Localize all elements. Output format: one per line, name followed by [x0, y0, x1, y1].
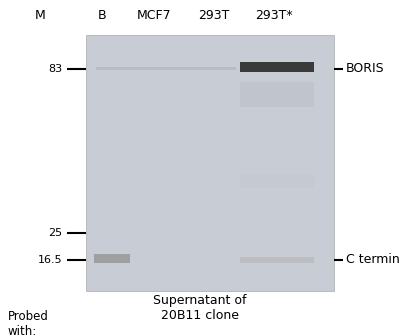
Text: C terminal: C terminal: [346, 253, 400, 266]
Bar: [240, 174, 314, 188]
Bar: [240, 257, 314, 263]
Text: BORIS: BORIS: [346, 62, 385, 75]
Text: 293T: 293T: [198, 9, 230, 22]
Bar: [94, 254, 130, 263]
Text: MCF7: MCF7: [137, 9, 171, 22]
Bar: [240, 82, 314, 107]
Text: 293T*: 293T*: [255, 9, 293, 22]
Text: 16.5: 16.5: [37, 255, 62, 265]
Bar: [96, 67, 236, 70]
Bar: [86, 35, 334, 291]
Text: Supernatant of
20B11 clone: Supernatant of 20B11 clone: [153, 293, 247, 322]
Text: Probed
with:: Probed with:: [8, 310, 49, 335]
Text: B: B: [98, 9, 106, 22]
Bar: [240, 62, 314, 72]
Text: 25: 25: [48, 228, 62, 238]
Text: M: M: [35, 9, 45, 22]
Text: 83: 83: [48, 64, 62, 74]
